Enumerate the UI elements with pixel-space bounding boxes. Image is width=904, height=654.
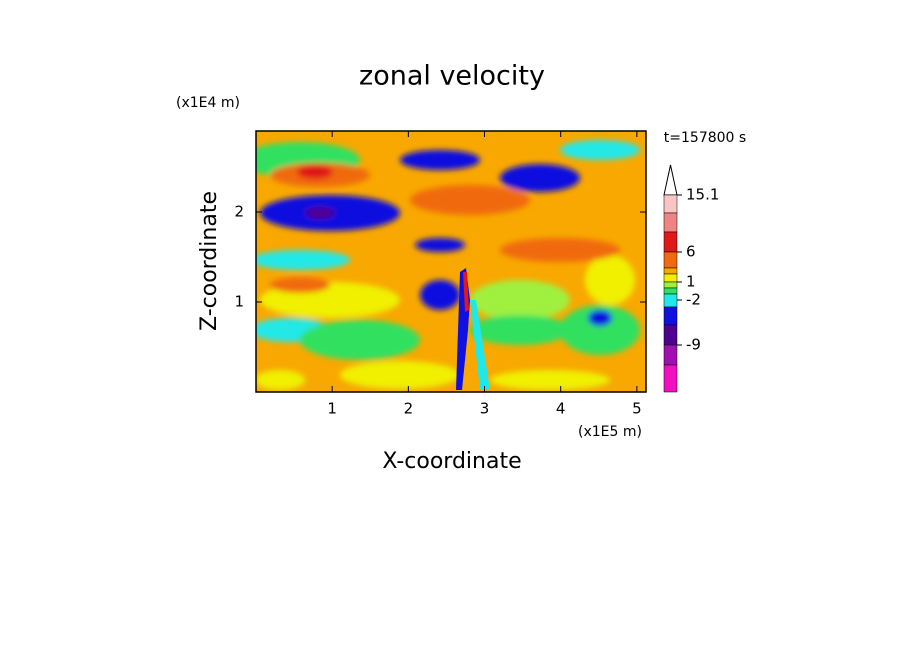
colorbar-segment bbox=[663, 212, 678, 233]
x-unit: (x1E5 m) bbox=[578, 424, 642, 440]
x-axis-label: X-coordinate bbox=[382, 449, 521, 474]
colorbar-segment bbox=[663, 251, 678, 269]
colorbar-segment bbox=[663, 364, 678, 393]
colorbar-segment bbox=[663, 281, 678, 289]
contour-field bbox=[256, 131, 646, 392]
y-unit: (x1E4 m) bbox=[176, 95, 240, 111]
x-tick-label: 1 bbox=[327, 400, 337, 418]
plot-frame bbox=[255, 130, 647, 393]
colorbar-label: 6 bbox=[686, 243, 696, 261]
colorbar-segment bbox=[663, 194, 678, 214]
time-annotation: t=157800 s bbox=[664, 130, 746, 146]
colorbar-segment bbox=[663, 287, 678, 295]
colorbar-segment bbox=[663, 306, 678, 326]
colorbar-label: 1 bbox=[686, 273, 696, 291]
colorbar-segment bbox=[663, 293, 678, 308]
x-tick-label: 3 bbox=[480, 400, 490, 418]
colorbar-segment bbox=[663, 267, 678, 275]
colorbar-segment bbox=[663, 273, 678, 283]
colorbar-label: -2 bbox=[686, 291, 701, 309]
colorbar-segment bbox=[663, 231, 678, 253]
y-tick-label: 2 bbox=[234, 203, 244, 221]
colorbar-extension bbox=[663, 164, 678, 196]
y-axis-label: Z-coordinate bbox=[197, 191, 222, 331]
x-tick-label: 2 bbox=[404, 400, 414, 418]
colorbar-segment bbox=[663, 344, 678, 366]
colorbar-label: -9 bbox=[686, 336, 701, 354]
y-tick-label: 1 bbox=[234, 293, 244, 311]
x-tick-label: 5 bbox=[632, 400, 642, 418]
chart-title: zonal velocity bbox=[359, 61, 545, 92]
x-tick-label: 4 bbox=[556, 400, 566, 418]
colorbar-label: 15.1 bbox=[686, 186, 719, 204]
colorbar-segment bbox=[663, 324, 678, 346]
